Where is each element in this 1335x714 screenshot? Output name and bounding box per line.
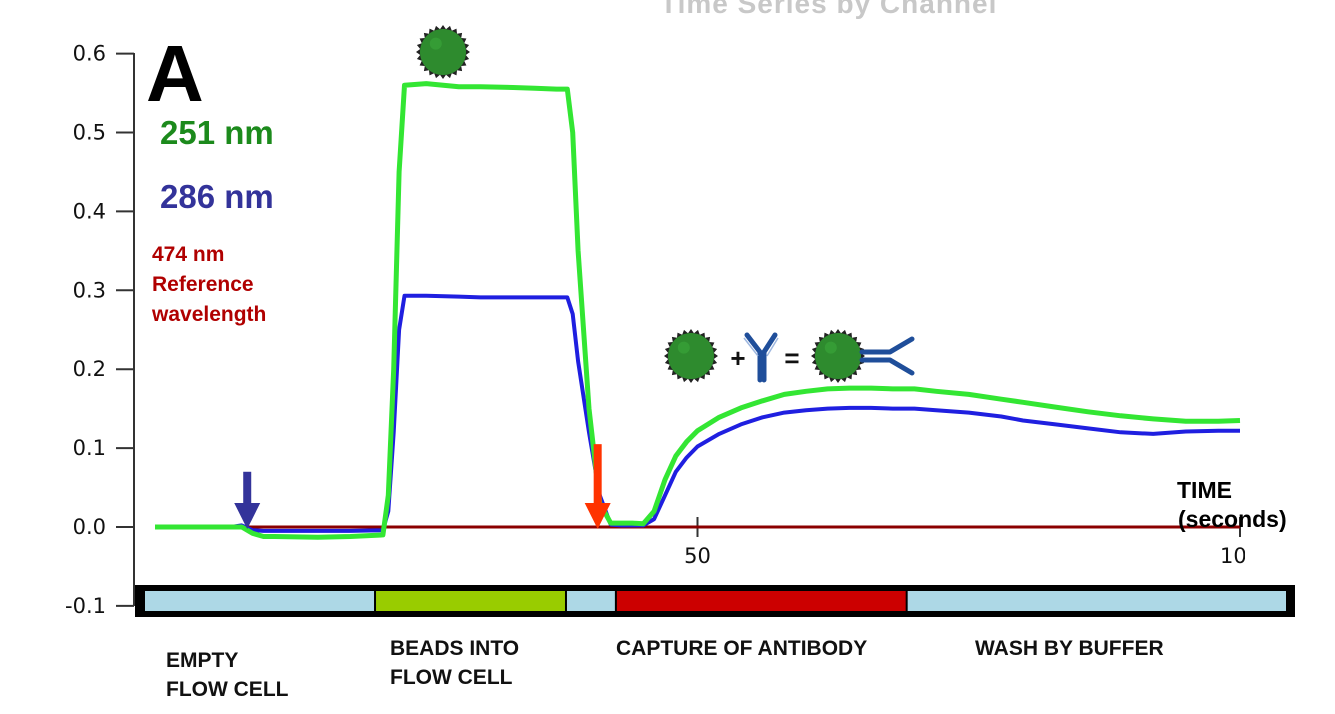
phase-segment-3	[615, 591, 907, 611]
equals-sign: =	[784, 343, 799, 373]
plus-sign: +	[730, 343, 745, 373]
schematic-icons: + =	[416, 25, 915, 383]
y-tick-label: 0.3	[73, 278, 106, 302]
faded-chart-title: Time Series by Channel	[660, 0, 998, 19]
bead-icon	[664, 329, 718, 383]
phase-label-wash-line-1: WASH BY BUFFER	[975, 637, 1164, 660]
phase-label-beads-line-2: FLOW CELL	[390, 666, 513, 689]
series-line-251-nm	[155, 81, 1241, 540]
x-axis-label-line-2: (seconds)	[1178, 506, 1287, 532]
phase-label-empty: EMPTY FLOW CELL	[166, 646, 288, 704]
phase-label-empty-line-1: EMPTY	[166, 649, 239, 672]
y-tick-label: 0.1	[73, 436, 106, 460]
phase-label-empty-line-2: FLOW CELL	[166, 678, 289, 701]
y-tick-label: 0.0	[73, 515, 106, 539]
phase-label-capture-line-1: CAPTURE OF ANTIBODY	[616, 637, 868, 660]
phase-segment-0	[145, 591, 376, 611]
legend-ref-line-1: 474 nm	[152, 243, 225, 266]
down-arrow-icon	[584, 444, 611, 529]
tick-labels: 0.6 0.5 0.4 0.3 0.2 0.1 0.0 -0.1 50 100	[65, 42, 1260, 618]
legend-251nm: 251 nm	[160, 114, 274, 151]
antibody-icon	[743, 332, 779, 383]
y-tick-label: 0.6	[73, 42, 106, 66]
phase-label-capture: CAPTURE OF ANTIBODY	[616, 634, 867, 663]
panel-letter: A	[146, 29, 204, 118]
phase-segment-4	[906, 591, 1286, 611]
legend-ref-line-3: wavelength	[152, 303, 267, 326]
x-tick-label: 50	[684, 544, 711, 568]
phase-segment-2	[565, 591, 616, 611]
legend-286nm: 286 nm	[160, 178, 274, 215]
legend-ref-line-2: Reference	[152, 273, 254, 296]
x-tick-label: 100	[1220, 544, 1260, 568]
y-tick-label: 0.2	[73, 357, 106, 381]
phase-segment-1	[375, 591, 566, 611]
phase-bar	[135, 585, 1295, 617]
axes	[116, 52, 1241, 607]
x-axis-label: TIME (seconds)	[1177, 476, 1287, 534]
series-layer	[155, 81, 1241, 540]
y-tick-label: 0.5	[73, 121, 106, 145]
bound-antibody-icon	[859, 336, 915, 376]
phase-label-beads: BEADS INTO FLOW CELL	[390, 634, 519, 692]
bead-icon	[811, 329, 865, 383]
y-tick-label: 0.4	[73, 199, 106, 223]
bead-icon	[416, 25, 470, 79]
injection-arrows	[234, 444, 611, 529]
y-tick-label: -0.1	[65, 594, 106, 618]
phase-label-wash: WASH BY BUFFER	[975, 634, 1164, 663]
down-arrow-icon	[234, 471, 261, 529]
phase-label-beads-line-1: BEADS INTO	[390, 637, 520, 660]
x-axis-label-line-1: TIME	[1177, 477, 1232, 503]
legend-474nm-reference: 474 nm Reference wavelength	[152, 240, 266, 330]
